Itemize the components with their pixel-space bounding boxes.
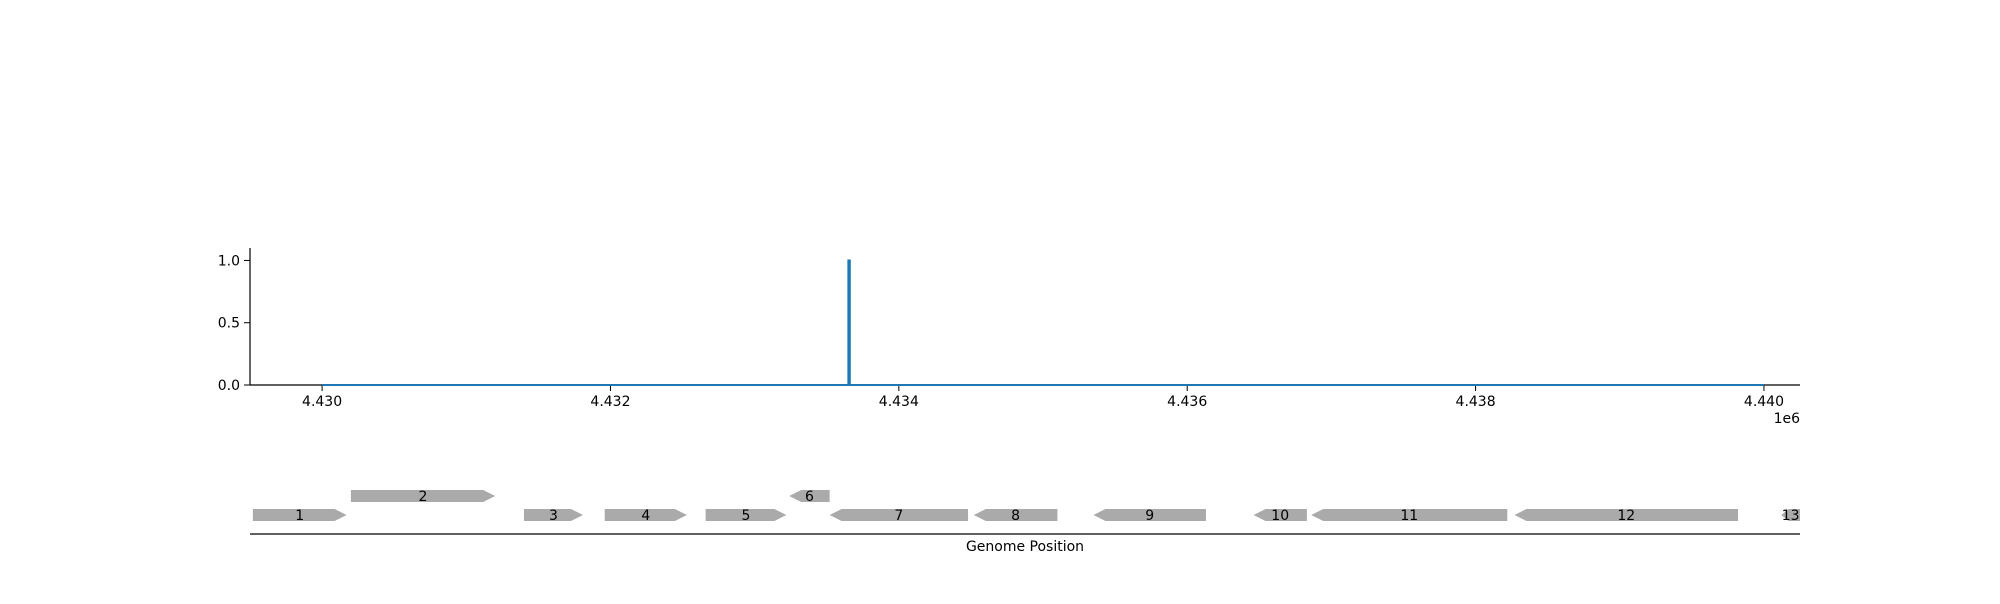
gene-arrow xyxy=(829,509,969,521)
gene-label: 4 xyxy=(641,508,650,524)
gene-arrow xyxy=(1781,509,1800,521)
gene-arrow xyxy=(350,490,496,502)
gene-label: 8 xyxy=(1011,508,1020,524)
gene-label: 9 xyxy=(1145,508,1154,524)
gene-track-x-axis-label: Genome Position xyxy=(966,539,1084,555)
gene-label: 13 xyxy=(1782,508,1800,524)
gene-label: 10 xyxy=(1271,508,1289,524)
gene-arrow xyxy=(523,509,584,521)
coverage-series xyxy=(322,259,1764,386)
gene-arrow xyxy=(1253,509,1307,521)
gene-label: 11 xyxy=(1400,508,1418,524)
x-tick-label: 4.436 xyxy=(1167,394,1207,410)
coverage-panel: 4.430 4.432 4.434 4.436 4.438 4.4400.00.51.0 … xyxy=(218,248,1800,427)
gene-track: 123 4 567 8 9 10 11 12 13 xyxy=(252,489,1800,524)
gene-label: 12 xyxy=(1617,508,1635,524)
gene-arrow xyxy=(973,509,1058,521)
gene-arrow xyxy=(705,509,787,521)
gene-label: 3 xyxy=(549,508,558,524)
gene-arrow xyxy=(252,509,347,521)
y-tick-label: 0.0 xyxy=(218,378,240,394)
gene-label: 7 xyxy=(894,508,903,524)
gene-label: 5 xyxy=(742,508,751,524)
gene-label: 2 xyxy=(419,489,428,505)
series-line xyxy=(322,259,1764,386)
y-tick-label: 0.5 xyxy=(218,316,240,332)
x-tick-label: 4.438 xyxy=(1456,394,1496,410)
gene-arrow xyxy=(789,490,830,502)
gene-arrow xyxy=(1093,509,1206,521)
gene-arrow xyxy=(604,509,687,521)
gene-label: 6 xyxy=(805,489,814,505)
x-tick-label: 4.430 xyxy=(302,394,342,410)
gene-arrow xyxy=(1311,509,1508,521)
gene-arrow xyxy=(1514,509,1738,521)
y-tick-label: 1.0 xyxy=(218,253,240,269)
x-tick-label: 4.434 xyxy=(879,394,919,410)
gene-label: 1 xyxy=(295,508,304,524)
gene-track-panel: 123 4 567 8 9 10 11 12 13 Genome Position xyxy=(250,489,1800,555)
x-tick-label: 4.440 xyxy=(1744,394,1784,410)
x-tick-label: 4.432 xyxy=(590,394,630,410)
x-offset-label: 1e6 xyxy=(1774,411,1801,427)
